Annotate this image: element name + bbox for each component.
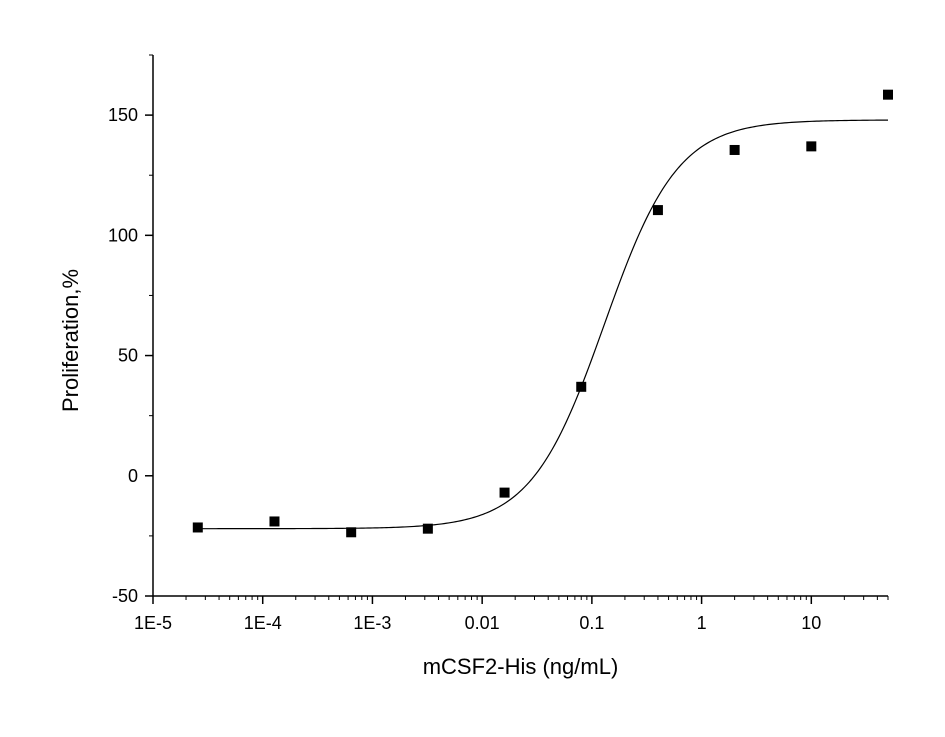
y-tick-label: 100 — [108, 225, 138, 245]
data-point — [729, 144, 740, 155]
fit-curve — [197, 119, 889, 530]
data-point — [269, 516, 280, 527]
x-axis-title: mCSF2-His (ng/mL) — [423, 654, 619, 679]
data-point — [346, 527, 357, 538]
y-tick-label: 150 — [108, 105, 138, 125]
data-points — [192, 89, 893, 538]
x-tick-label: 1E-3 — [353, 613, 391, 633]
data-point — [883, 89, 893, 100]
data-point — [806, 141, 817, 152]
y-axis-title: Proliferation,% — [58, 269, 83, 412]
data-point — [499, 487, 510, 498]
y-tick-label: 50 — [118, 346, 138, 366]
data-point — [192, 522, 203, 533]
data-point — [576, 381, 587, 392]
x-tick-label: 0.01 — [465, 613, 500, 633]
data-point — [652, 205, 663, 216]
x-tick-label: 1E-4 — [244, 613, 282, 633]
x-tick-label: 0.1 — [579, 613, 604, 633]
data-point — [422, 523, 433, 534]
x-tick-label: 10 — [801, 613, 821, 633]
ticks: 1E-5 1E-4 1E-3 0.01 0.1 1 10 -50 0 50 100 150 — [108, 54, 889, 633]
x-tick-label: 1 — [697, 613, 707, 633]
y-tick-label: 0 — [128, 466, 138, 486]
x-tick-label: 1E-5 — [134, 613, 172, 633]
y-tick-label: -50 — [112, 586, 138, 606]
axes — [152, 55, 888, 597]
